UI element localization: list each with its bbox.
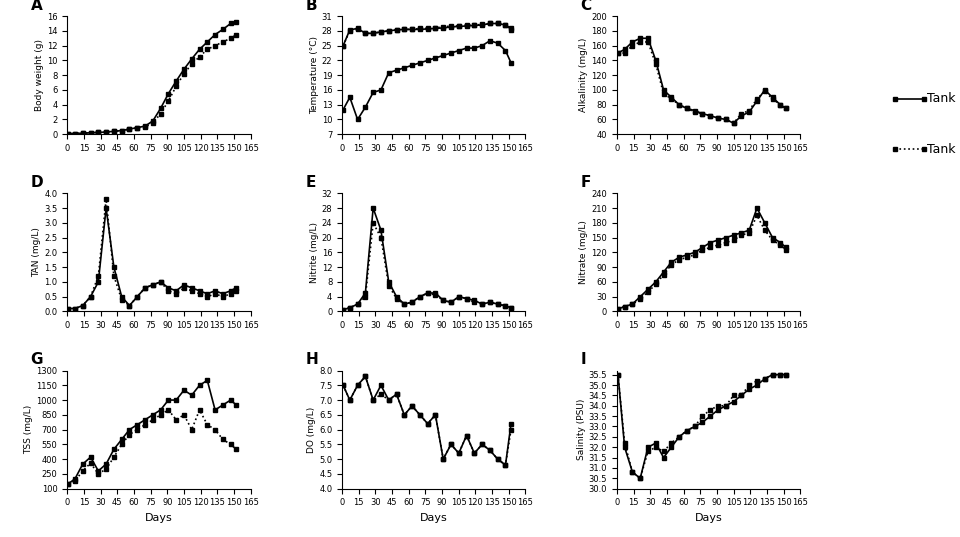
Y-axis label: Nitrite (mg/L): Nitrite (mg/L) — [310, 222, 319, 283]
Text: H: H — [305, 352, 318, 367]
Y-axis label: DO (mg/L): DO (mg/L) — [307, 407, 316, 453]
X-axis label: Days: Days — [145, 513, 173, 523]
Text: C: C — [580, 0, 591, 12]
Text: D: D — [31, 175, 43, 190]
Y-axis label: TSS (mg/L): TSS (mg/L) — [25, 405, 34, 454]
X-axis label: Days: Days — [420, 513, 447, 523]
Y-axis label: Body weight (g): Body weight (g) — [36, 39, 44, 111]
Y-axis label: Alkalinity (mg/L): Alkalinity (mg/L) — [580, 38, 588, 112]
Text: B: B — [305, 0, 317, 12]
Text: I: I — [580, 352, 586, 367]
Y-axis label: TAN (mg/L): TAN (mg/L) — [33, 228, 41, 277]
Y-axis label: Nitrate (mg/L): Nitrate (mg/L) — [580, 221, 588, 284]
Y-axis label: Temperature (°C): Temperature (°C) — [310, 36, 319, 114]
Text: G: G — [31, 352, 43, 367]
Text: Tank 1: Tank 1 — [927, 92, 960, 105]
Text: F: F — [580, 175, 590, 190]
Text: E: E — [305, 175, 316, 190]
Text: Tank 2: Tank 2 — [927, 142, 960, 156]
Y-axis label: Salinity (PSU): Salinity (PSU) — [577, 399, 586, 460]
X-axis label: Days: Days — [695, 513, 723, 523]
Text: A: A — [31, 0, 42, 12]
